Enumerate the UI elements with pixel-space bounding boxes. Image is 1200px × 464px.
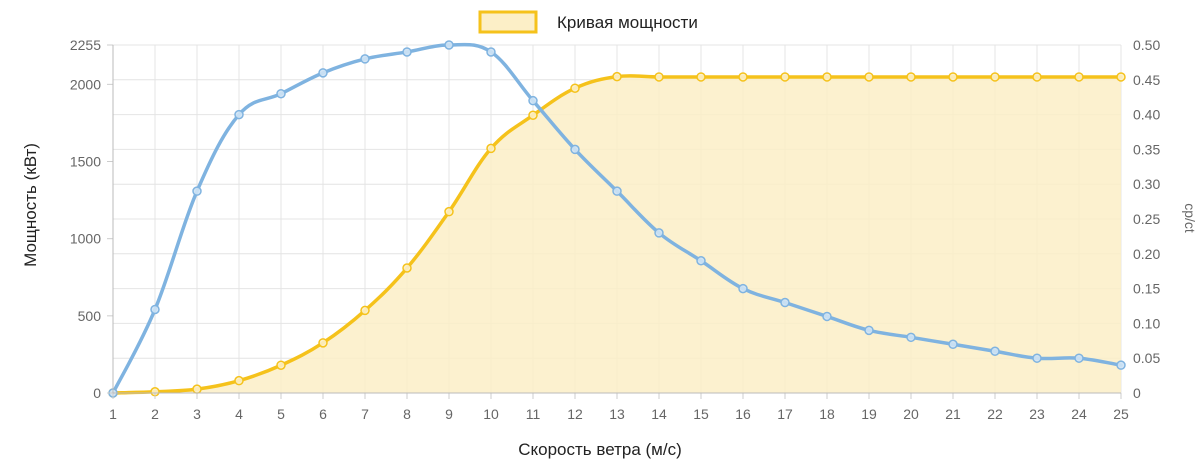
y-tick-label: 2255 bbox=[70, 37, 101, 53]
power-curve-point[interactable] bbox=[696, 72, 706, 82]
x-tick-label: 7 bbox=[361, 406, 369, 422]
cp-ct-point[interactable] bbox=[696, 256, 706, 266]
cp-ct-point[interactable] bbox=[612, 186, 622, 196]
cp-ct-point[interactable] bbox=[486, 47, 496, 57]
x-tick-label: 1 bbox=[109, 406, 117, 422]
x-tick-label: 2 bbox=[151, 406, 159, 422]
power-curve-point[interactable] bbox=[864, 72, 874, 82]
x-tick-label: 12 bbox=[567, 406, 583, 422]
cp-ct-point[interactable] bbox=[318, 68, 328, 78]
y2-tick-label: 0.30 bbox=[1133, 176, 1160, 192]
y2-tick-label: 0.10 bbox=[1133, 315, 1160, 331]
cp-ct-point[interactable] bbox=[1116, 360, 1126, 370]
cp-ct-point[interactable] bbox=[864, 325, 874, 336]
x-tick-label: 9 bbox=[445, 406, 453, 422]
y-tick-label: 500 bbox=[78, 308, 102, 324]
x-tick-label: 11 bbox=[526, 406, 541, 422]
cp-ct-point[interactable] bbox=[402, 47, 412, 57]
legend[interactable]: Кривая мощности bbox=[478, 10, 698, 34]
y2-tick-label: 0.20 bbox=[1133, 246, 1160, 262]
power-curve-point[interactable] bbox=[1116, 72, 1126, 82]
y2-axis-title: cp/ct bbox=[1182, 203, 1198, 233]
x-tick-label: 13 bbox=[609, 406, 625, 422]
cp-ct-point[interactable] bbox=[948, 339, 958, 350]
x-tick-label: 21 bbox=[945, 406, 961, 422]
x-tick-label: 24 bbox=[1071, 406, 1087, 422]
cp-ct-point[interactable] bbox=[1032, 353, 1042, 363]
power-curve-point[interactable] bbox=[780, 72, 790, 82]
cp-ct-point[interactable] bbox=[780, 297, 790, 308]
y2-tick-label: 0.50 bbox=[1133, 37, 1160, 53]
power-curve-point[interactable] bbox=[318, 338, 328, 348]
cp-ct-point[interactable] bbox=[570, 144, 580, 155]
y-tick-label: 0 bbox=[93, 385, 101, 401]
power-curve-point[interactable] bbox=[990, 72, 1000, 82]
cp-ct-point[interactable] bbox=[276, 88, 286, 99]
y2-tick-label: 0.15 bbox=[1133, 281, 1160, 297]
cp-ct-point[interactable] bbox=[192, 186, 202, 196]
power-curve-point[interactable] bbox=[612, 71, 622, 82]
y-tick-label: 1500 bbox=[70, 154, 101, 170]
cp-ct-point[interactable] bbox=[150, 304, 160, 315]
y-tick-label: 1000 bbox=[70, 231, 101, 247]
cp-ct-point[interactable] bbox=[654, 228, 664, 238]
power-curve-point[interactable] bbox=[486, 143, 496, 154]
cp-ct-point[interactable] bbox=[738, 283, 748, 294]
power-curve-point[interactable] bbox=[570, 83, 580, 93]
y2-tick-label: 0.40 bbox=[1133, 107, 1160, 123]
x-tick-label: 6 bbox=[319, 406, 327, 422]
x-tick-label: 15 bbox=[693, 406, 709, 422]
legend-label[interactable]: Кривая мощности bbox=[557, 13, 698, 32]
cp-ct-point[interactable] bbox=[822, 311, 832, 322]
x-tick-label: 25 bbox=[1113, 406, 1129, 422]
power-curve-point[interactable] bbox=[360, 305, 370, 316]
cp-ct-point[interactable] bbox=[528, 95, 538, 106]
y-tick-label: 2000 bbox=[70, 76, 101, 92]
cp-ct-point[interactable] bbox=[1074, 353, 1084, 363]
power-curve-point[interactable] bbox=[1074, 72, 1084, 82]
x-tick-label: 20 bbox=[903, 406, 919, 422]
cp-ct-point[interactable] bbox=[990, 346, 1000, 356]
power-curve-point[interactable] bbox=[276, 360, 286, 370]
cp-ct-point[interactable] bbox=[234, 109, 244, 120]
power-curve-point[interactable] bbox=[444, 206, 454, 217]
legend-swatch[interactable] bbox=[478, 10, 538, 34]
power-curve-point[interactable] bbox=[528, 110, 538, 120]
x-tick-label: 5 bbox=[277, 406, 285, 422]
x-tick-label: 8 bbox=[403, 406, 411, 422]
x-tick-label: 4 bbox=[235, 406, 243, 422]
power-curve-point[interactable] bbox=[192, 384, 202, 394]
x-tick-label: 17 bbox=[777, 406, 793, 422]
power-curve-point[interactable] bbox=[234, 375, 244, 386]
power-curve-point[interactable] bbox=[654, 72, 664, 82]
x-tick-label: 23 bbox=[1029, 406, 1045, 422]
power-curve-point[interactable] bbox=[948, 72, 958, 82]
tick-layer: 1 2 3 4 5 6 7 8 9 10 11 12 13 14 15 16 17 18 19 20 21 22 23 24 2… bbox=[70, 37, 1161, 422]
power-curve-point[interactable] bbox=[738, 72, 748, 82]
y2-tick-label: 0.25 bbox=[1133, 211, 1160, 227]
x-tick-label: 10 bbox=[483, 406, 499, 422]
cp-ct-point[interactable] bbox=[444, 40, 454, 50]
y2-tick-label: 0.45 bbox=[1133, 72, 1160, 88]
power-curve-point[interactable] bbox=[1032, 72, 1042, 82]
x-tick-label: 3 bbox=[193, 406, 201, 422]
cp-ct-point[interactable] bbox=[360, 54, 370, 64]
x-tick-label: 18 bbox=[819, 406, 835, 422]
point-layer bbox=[108, 40, 1126, 398]
x-tick-label: 16 bbox=[735, 406, 751, 422]
x-axis-title: Скорость ветра (м/с) bbox=[518, 440, 682, 459]
x-tick-label: 19 bbox=[861, 406, 877, 422]
x-tick-label: 22 bbox=[987, 406, 1003, 422]
cp-ct-point[interactable] bbox=[906, 332, 916, 343]
y2-tick-label: 0 bbox=[1133, 385, 1141, 401]
x-tick-label: 14 bbox=[651, 406, 667, 422]
power-curve-point[interactable] bbox=[822, 72, 832, 82]
y-axis-title: Мощность (кВт) bbox=[21, 143, 40, 267]
y2-tick-label: 0.05 bbox=[1133, 350, 1160, 366]
power-curve-point[interactable] bbox=[402, 263, 412, 273]
y2-tick-label: 0.35 bbox=[1133, 141, 1160, 157]
power-curve-point[interactable] bbox=[906, 72, 916, 82]
